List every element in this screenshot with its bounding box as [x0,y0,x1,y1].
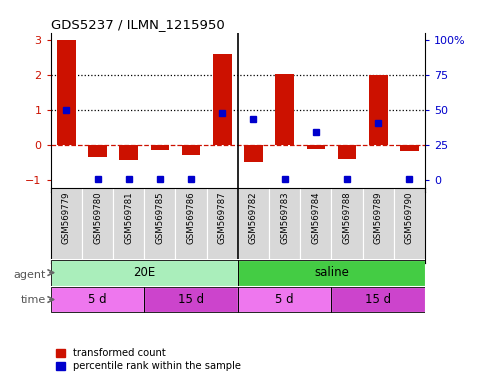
Bar [144,286,238,313]
Bar [213,55,232,145]
Legend: transformed count, percentile rank within the sample: transformed count, percentile rank withi… [56,348,241,371]
Bar [244,145,263,162]
Bar [238,286,331,313]
Bar [338,145,356,159]
Bar [207,188,238,263]
Bar [51,286,144,313]
Bar [331,286,425,313]
Bar [238,260,425,286]
Text: GSM569788: GSM569788 [342,191,352,244]
Bar [119,145,138,161]
Bar [238,260,425,286]
Bar [88,145,107,157]
Bar [51,188,82,263]
Text: 5 d: 5 d [275,293,294,306]
Bar [331,188,363,263]
Bar [51,286,144,313]
Bar [82,188,113,263]
Bar [182,145,200,155]
Text: GSM569783: GSM569783 [280,191,289,244]
Bar [144,286,238,313]
Bar [269,188,300,263]
Text: GSM569784: GSM569784 [312,191,320,244]
Text: GSM569789: GSM569789 [374,191,383,244]
Text: 15 d: 15 d [365,293,391,306]
Text: GSM569787: GSM569787 [218,191,227,244]
Text: GSM569781: GSM569781 [124,191,133,244]
Text: GSM569780: GSM569780 [93,191,102,244]
Bar [331,286,425,313]
Bar [238,286,331,313]
Text: saline: saline [314,266,349,279]
Text: GSM569790: GSM569790 [405,191,414,244]
Text: time: time [21,295,46,305]
Text: 5 d: 5 d [88,293,107,306]
Text: 15 d: 15 d [178,293,204,306]
Text: GDS5237 / ILMN_1215950: GDS5237 / ILMN_1215950 [51,18,225,31]
Bar [363,188,394,263]
Text: GSM569785: GSM569785 [156,191,164,244]
Bar [275,74,294,145]
Bar [394,188,425,263]
Bar [238,188,269,263]
Bar [400,145,419,151]
Text: GSM569779: GSM569779 [62,191,71,244]
Bar [151,145,169,150]
Bar [300,188,331,263]
Text: 20E: 20E [133,266,156,279]
Bar [113,188,144,263]
Bar [307,145,325,149]
Bar [51,260,238,286]
Text: agent: agent [14,270,46,280]
Bar [369,75,388,145]
Bar [57,40,76,145]
Bar [51,260,238,286]
Text: GSM569782: GSM569782 [249,191,258,244]
Text: GSM569786: GSM569786 [186,191,196,244]
Bar [144,188,175,263]
Bar [175,188,207,263]
